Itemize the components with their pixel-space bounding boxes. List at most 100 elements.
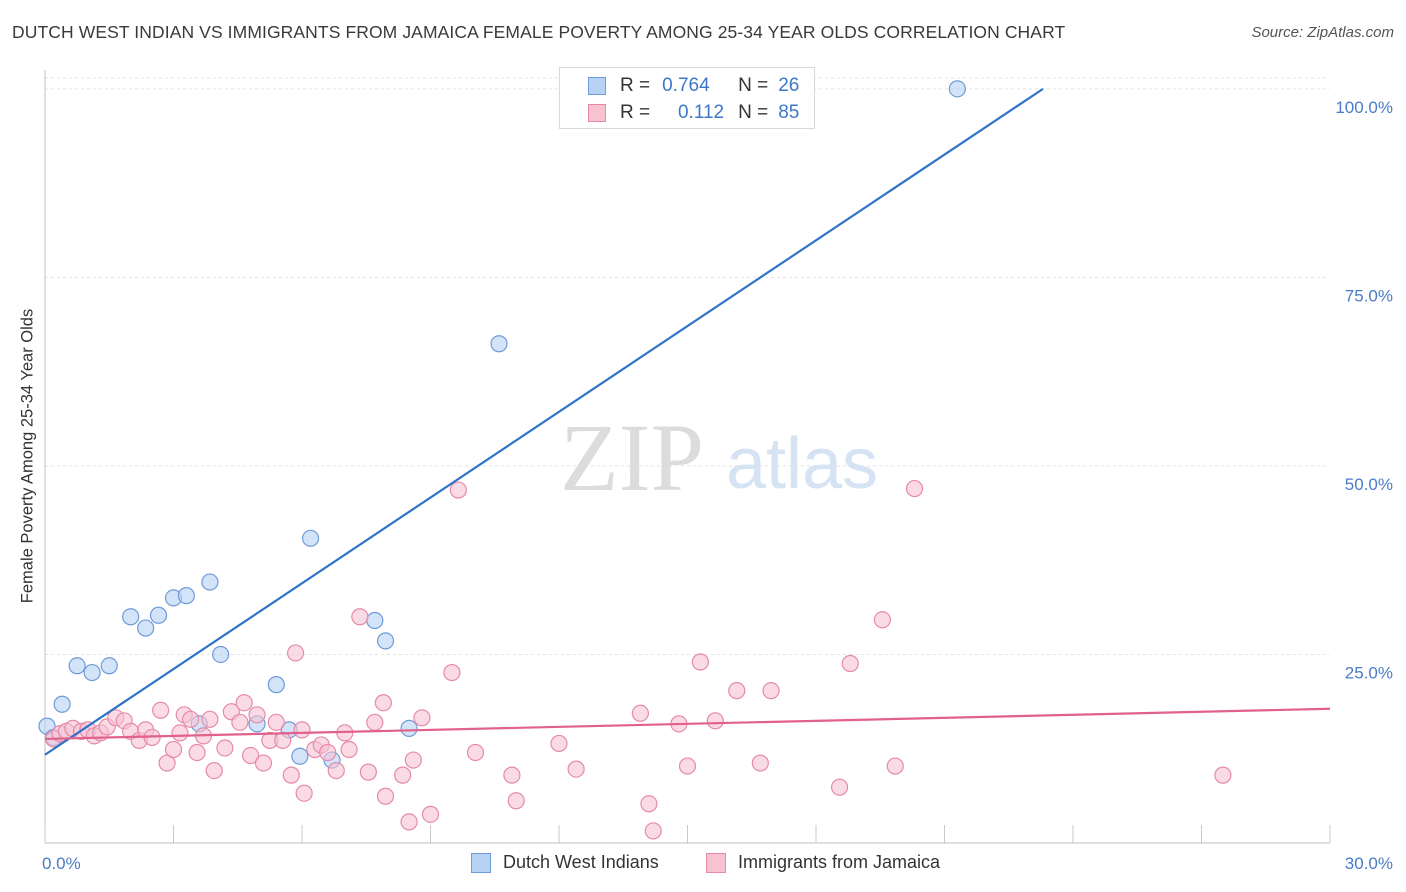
jamaica-point (231, 713, 249, 731)
dutch-point (948, 80, 966, 98)
stats-row-dutch: R = 0.764 N = 26 (588, 74, 799, 98)
dutch-point (400, 719, 418, 737)
dutch-point (53, 695, 71, 713)
dutch-point (149, 606, 168, 624)
dutch-point (267, 676, 285, 694)
dutch-point (490, 335, 508, 353)
chart-title: DUTCH WEST INDIAN VS IMMIGRANTS FROM JAM… (12, 22, 1066, 42)
y-tick-label: 100.0% (1335, 98, 1393, 117)
dutch-point (68, 657, 86, 675)
dutch-point (100, 657, 118, 675)
trend-lines (44, 87, 1331, 756)
dutch-point (212, 645, 230, 664)
dutch-swatch (471, 852, 491, 873)
jamaica-point (873, 611, 891, 629)
jamaica-point (1214, 766, 1232, 784)
jamaica-point (550, 734, 568, 753)
jamaica-point (351, 608, 369, 626)
jamaica-point (886, 757, 904, 775)
jamaica-point (905, 479, 924, 498)
series-legend: Dutch West Indians Immigrants from Jamai… (0, 852, 1406, 876)
jamaica-point (366, 713, 384, 731)
jamaica-point (631, 704, 649, 722)
jamaica-point (374, 694, 392, 712)
dutch-point (83, 663, 101, 682)
jamaica-point (691, 653, 709, 671)
dutch-point (376, 632, 395, 650)
dutch-point (122, 608, 140, 626)
legend-item-jamaica: Immigrants from Jamaica (706, 852, 940, 873)
jamaica-point (728, 682, 746, 700)
jamaica-point (235, 694, 253, 712)
jamaica-point (164, 740, 183, 759)
jamaica-point (466, 743, 485, 762)
y-tick-label: 75.0% (1345, 286, 1393, 305)
jamaica-point (413, 709, 431, 727)
r-value: 0.112 (677, 102, 725, 123)
jamaica-point (201, 710, 219, 728)
dutch-point (301, 529, 320, 547)
jamaica-point (394, 766, 412, 784)
jamaica-point (216, 739, 234, 757)
n-value: 85 (778, 102, 800, 123)
jamaica-point (762, 682, 780, 700)
legend-label: Dutch West Indians (503, 852, 659, 872)
n-value: 26 (778, 75, 800, 96)
jamaica-point (188, 743, 206, 762)
jamaica-point (706, 712, 724, 730)
jamaica-point (421, 805, 440, 823)
jamaica-point (841, 654, 859, 673)
jamaica-point (376, 787, 395, 805)
grid-lines (45, 77, 1330, 655)
dutch-point (291, 747, 309, 765)
jamaica-point (404, 751, 422, 769)
axes (44, 70, 1331, 844)
dutch-point (366, 611, 384, 630)
x-tick-label: 0.0% (42, 854, 81, 873)
dutch-point (177, 587, 195, 605)
y-tick-label: 25.0% (1345, 663, 1393, 682)
jamaica-point (640, 795, 658, 813)
jamaica-point (340, 740, 358, 759)
legend-label: Immigrants from Jamaica (738, 852, 941, 872)
jamaica-point (171, 724, 189, 742)
dutch-point (201, 573, 219, 591)
jamaica-point (254, 754, 273, 772)
jamaica-point (507, 792, 525, 810)
stats-legend: R = 0.764 N = 26 R = 0.112 N = 85 (559, 67, 815, 129)
n-label: N = (738, 75, 769, 96)
jamaica-point (327, 762, 345, 780)
jamaica-point (286, 644, 305, 662)
jamaica-trend-line (44, 707, 1331, 741)
jamaica-point (152, 701, 170, 719)
r-value: 0.764 (662, 75, 710, 96)
jamaica-point (282, 766, 300, 784)
dutch-point (137, 619, 155, 637)
jamaica-point (205, 762, 223, 780)
watermark: ZIP atlas (560, 404, 878, 511)
jamaica-point (567, 760, 585, 778)
legend-item-dutch: Dutch West Indians (471, 852, 659, 873)
jamaica-point (295, 784, 313, 802)
jamaica-point (751, 754, 769, 772)
dutch-swatch (588, 77, 606, 95)
n-label: N = (738, 102, 769, 123)
r-label: R = (620, 75, 651, 96)
dutch-trend-line (44, 87, 1044, 756)
jamaica-point (830, 778, 849, 796)
jamaica-point (678, 757, 697, 775)
watermark-zip: ZIP (560, 404, 704, 511)
jamaica-point (274, 731, 292, 750)
jamaica-point (248, 706, 266, 724)
jamaica-point (443, 663, 461, 682)
y-tick-label: 50.0% (1345, 475, 1393, 494)
jamaica-swatch (706, 852, 726, 873)
stats-row-jamaica: R = 0.112 N = 85 (588, 101, 799, 125)
source-label: Source: ZipAtlas.com (1251, 24, 1394, 41)
jamaica-point (319, 743, 337, 762)
jamaica-swatch (588, 104, 606, 122)
x-tick-label: 30.0% (1345, 854, 1393, 873)
jamaica-point (182, 710, 200, 728)
jamaica-point (503, 766, 521, 784)
